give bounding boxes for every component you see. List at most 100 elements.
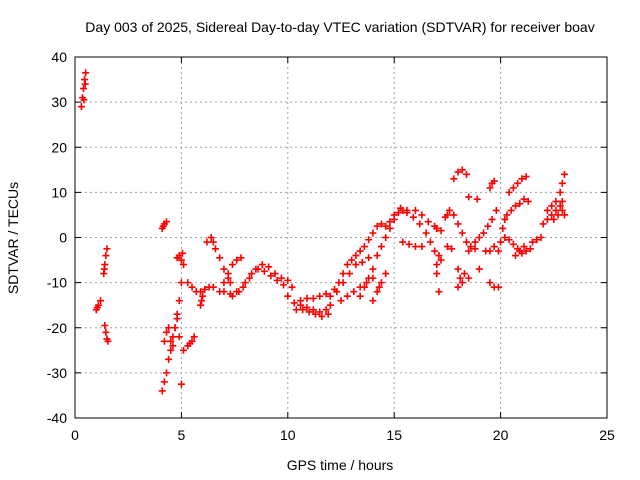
data-point (309, 294, 317, 302)
data-point (465, 247, 473, 255)
data-point (558, 197, 566, 205)
data-point (352, 252, 360, 260)
data-point (514, 179, 522, 187)
data-point (339, 279, 347, 287)
data-point (486, 184, 494, 192)
data-point (163, 369, 171, 377)
data-point (494, 283, 502, 291)
data-point (81, 80, 89, 88)
data-point (533, 236, 541, 244)
data-point (446, 206, 454, 214)
data-point (450, 211, 458, 219)
data-point (463, 170, 471, 178)
data-point (458, 279, 466, 287)
data-point (201, 285, 209, 293)
data-point (303, 303, 311, 311)
data-point (207, 234, 215, 241)
data-point (220, 288, 228, 296)
data-point (509, 240, 517, 248)
data-point (226, 279, 234, 287)
data-point (394, 209, 402, 217)
data-point (180, 346, 188, 354)
data-point (418, 211, 426, 219)
data-point (333, 288, 341, 296)
data-point (375, 283, 383, 291)
data-point (458, 229, 466, 237)
y-tick-label: -20 (47, 320, 67, 336)
data-point (197, 301, 205, 309)
data-point (539, 220, 547, 228)
data-point (465, 274, 473, 282)
data-point (360, 283, 368, 291)
data-point (303, 294, 311, 302)
y-tick-label: 30 (51, 94, 67, 110)
data-point (80, 85, 88, 93)
data-point (216, 254, 224, 262)
data-point (503, 211, 511, 219)
data-point (511, 252, 519, 260)
data-point (318, 312, 326, 320)
data-point (103, 245, 111, 253)
data-point (473, 195, 481, 203)
data-point (463, 238, 471, 246)
data-point (492, 206, 500, 214)
data-point (518, 175, 526, 183)
data-point (471, 245, 479, 253)
data-point (322, 306, 330, 314)
data-point (186, 340, 194, 348)
data-point (190, 333, 198, 341)
data-point (516, 247, 524, 255)
data-point (339, 270, 347, 278)
data-point (322, 290, 330, 298)
data-point (188, 283, 196, 291)
y-tick-label: 10 (51, 184, 67, 200)
data-point (443, 243, 451, 251)
data-point (405, 240, 413, 248)
data-point (433, 261, 441, 269)
data-point (343, 292, 351, 300)
data-point (490, 243, 498, 251)
data-point (159, 222, 167, 230)
data-point (248, 270, 256, 278)
data-point (224, 270, 232, 278)
data-point (158, 387, 166, 395)
data-point (346, 270, 354, 278)
data-point (516, 200, 524, 208)
data-point (211, 245, 219, 253)
data-point (165, 324, 173, 332)
x-axis-label: GPS time / hours (287, 457, 394, 473)
data-point (490, 177, 498, 185)
data-point (484, 222, 492, 230)
data-point (369, 229, 377, 237)
data-point (265, 263, 273, 271)
data-point (507, 206, 515, 214)
data-point (180, 261, 188, 269)
data-point (560, 170, 568, 178)
data-point (480, 229, 488, 237)
data-point (165, 355, 173, 363)
data-point (167, 346, 175, 354)
data-point (365, 236, 373, 244)
data-point (175, 297, 183, 305)
data-point (431, 247, 439, 255)
y-tick-label: -10 (47, 275, 67, 291)
data-point (82, 69, 90, 77)
data-point (209, 283, 217, 291)
data-point (80, 96, 88, 104)
data-point (554, 211, 562, 219)
data-point (369, 297, 377, 305)
data-point (160, 337, 168, 345)
y-axis-label: SDTVAR / TECUs (5, 182, 21, 294)
data-point (228, 261, 236, 269)
data-point (488, 215, 496, 223)
data-point (448, 245, 456, 253)
data-point (409, 213, 417, 221)
x-tick-label: 25 (599, 427, 615, 443)
data-point (520, 243, 528, 251)
data-point (271, 270, 279, 278)
data-points (77, 69, 568, 395)
data-point (358, 258, 366, 266)
data-point (299, 306, 307, 314)
data-point (537, 234, 545, 241)
